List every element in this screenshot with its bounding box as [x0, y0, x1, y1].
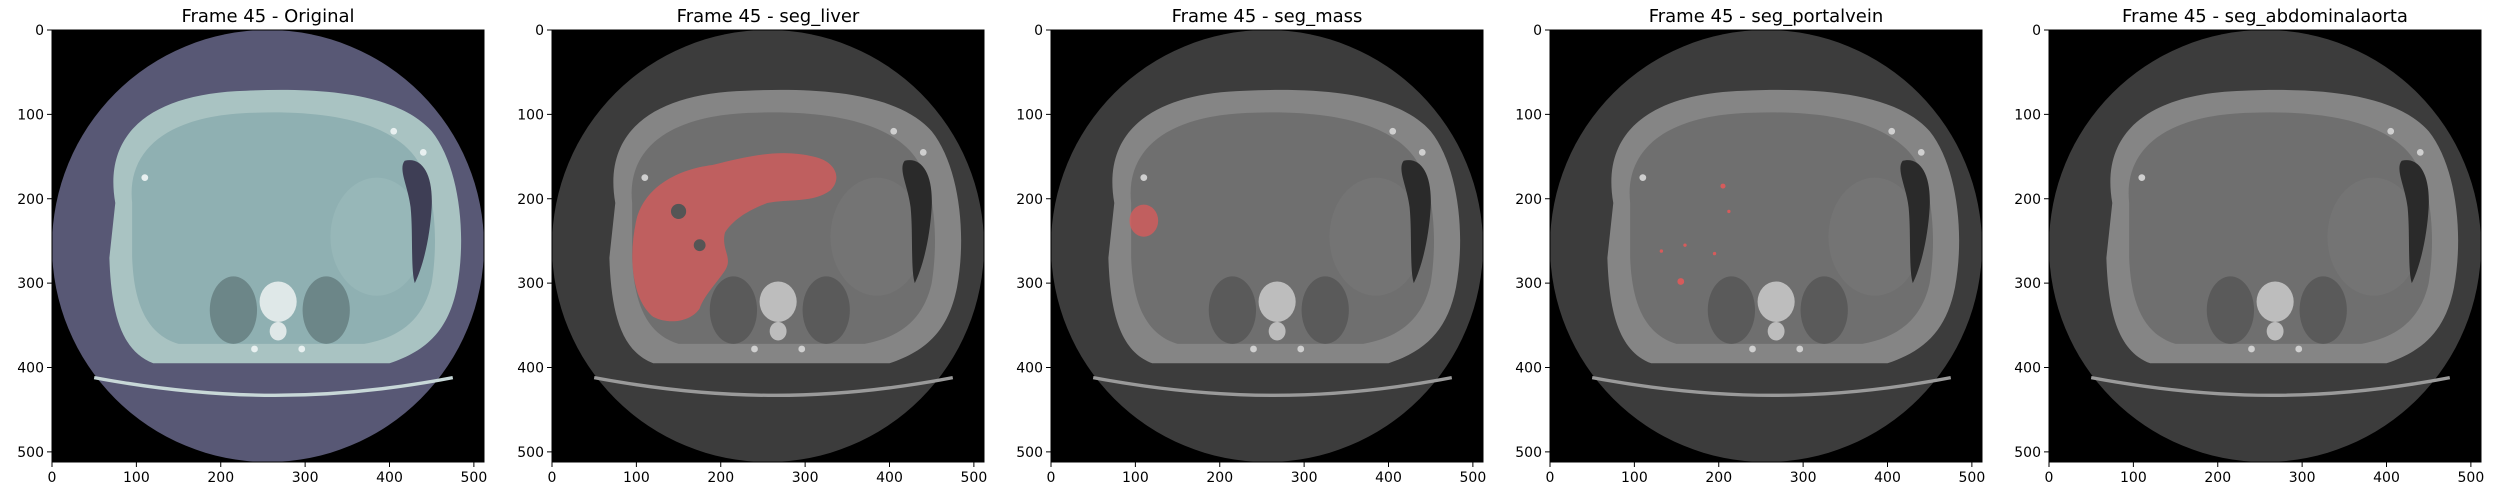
- x-tick-label: 400: [2373, 470, 2400, 486]
- x-tick-label: 200: [1705, 470, 1732, 486]
- panel-title: Frame 45 - seg_abdominalaorta: [2122, 6, 2408, 27]
- anatomy: [1092, 89, 1461, 398]
- x-tick-label: 100: [2120, 470, 2147, 486]
- x-tick-label: 500: [961, 470, 988, 486]
- x-tick-label: 300: [292, 470, 319, 486]
- portalvein-segmentation-mask: [1659, 183, 1731, 285]
- x-tick-label: 0: [48, 470, 57, 486]
- x-tick-label: 0: [548, 470, 557, 486]
- y-tick-label: 400: [1515, 361, 1542, 377]
- y-tick-label: 400: [1016, 361, 1043, 377]
- anatomy: [2090, 89, 2459, 398]
- x-tick-label: 200: [207, 470, 234, 486]
- x-tick-label: 500: [2458, 470, 2485, 486]
- y-tick-label: 100: [517, 107, 544, 123]
- axes-frame: [1050, 29, 1484, 463]
- y-tick-label: 0: [1533, 23, 1542, 39]
- x-tick-label: 300: [1291, 470, 1318, 486]
- y-tick-label: 0: [1034, 23, 1043, 39]
- y-tick-label: 300: [17, 276, 44, 292]
- axes-frame: [51, 29, 485, 463]
- ct-image: [52, 30, 485, 463]
- x-tick-label: 0: [1546, 470, 1555, 486]
- x-tick-label: 300: [1790, 470, 1817, 486]
- panel-title: Frame 45 - seg_mass: [1172, 6, 1363, 27]
- y-tick-label: 100: [2014, 107, 2041, 123]
- x-tick-label: 400: [1375, 470, 1402, 486]
- ct-image: [2049, 30, 2481, 463]
- y-tick-label: 100: [17, 107, 44, 123]
- y-tick-label: 0: [2032, 23, 2041, 39]
- y-tick-label: 100: [1016, 107, 1043, 123]
- anatomy: [93, 89, 462, 398]
- y-tick-label: 500: [1016, 445, 1043, 461]
- x-tick-label: 200: [1206, 470, 1233, 486]
- axes-frame: [2048, 29, 2482, 463]
- panel-4: Frame 45 - seg_portalvein 0 100 200 300 400 50…: [1515, 6, 1985, 486]
- x-tick-label: 200: [707, 470, 734, 486]
- liver-segmentation-mask: [632, 153, 837, 322]
- y-tick-label: 400: [2014, 361, 2041, 377]
- x-tick-label: 0: [2045, 470, 2054, 486]
- x-tick-label: 0: [1047, 470, 1056, 486]
- axes-frame: [1549, 29, 1983, 463]
- mass-segmentation-mask: [1129, 204, 1159, 237]
- liver-mask-hole: [670, 203, 687, 220]
- x-tick-label: 100: [1621, 470, 1648, 486]
- y-tick-label: 300: [1016, 276, 1043, 292]
- x-tick-label: 300: [792, 470, 819, 486]
- x-tick-label: 200: [2204, 470, 2231, 486]
- x-tick-label: 100: [623, 470, 650, 486]
- ct-image: [1550, 30, 1982, 463]
- x-tick-label: 500: [1959, 470, 1986, 486]
- x-tick-label: 300: [2289, 470, 2316, 486]
- x-tick-label: 500: [1460, 470, 1487, 486]
- anatomy: [1591, 89, 1960, 398]
- x-tick-label: 100: [123, 470, 150, 486]
- panel-5: Frame 45 - seg_abdominalaorta 0 100 200 300 4…: [2014, 6, 2484, 486]
- panel-title: Frame 45 - seg_liver: [677, 6, 860, 27]
- y-tick-label: 0: [35, 23, 44, 39]
- x-tick-label: 400: [876, 470, 903, 486]
- y-tick-label: 300: [2014, 276, 2041, 292]
- y-tick-label: 200: [1016, 192, 1043, 208]
- y-tick-label: 300: [517, 276, 544, 292]
- liver-mask-hole: [693, 239, 706, 252]
- x-tick-label: 100: [1122, 470, 1149, 486]
- y-tick-label: 300: [1515, 276, 1542, 292]
- panel-title: Frame 45 - seg_portalvein: [1649, 6, 1884, 27]
- y-tick-label: 200: [17, 192, 44, 208]
- y-tick-label: 200: [2014, 192, 2041, 208]
- panel-title: Frame 45 - Original: [181, 6, 354, 27]
- y-tick-label: 500: [517, 445, 544, 461]
- y-tick-label: 400: [517, 361, 544, 377]
- axes-frame: [551, 29, 985, 463]
- ct-image: [552, 30, 984, 463]
- y-tick-label: 200: [1515, 192, 1542, 208]
- ct-image: [1051, 30, 1483, 463]
- x-tick-label: 400: [1874, 470, 1901, 486]
- y-tick-label: 500: [1515, 445, 1542, 461]
- x-tick-label: 500: [461, 470, 488, 486]
- y-tick-label: 100: [1515, 107, 1542, 123]
- y-tick-label: 400: [17, 361, 44, 377]
- y-tick-label: 500: [2014, 445, 2041, 461]
- y-tick-label: 0: [535, 23, 544, 39]
- y-tick-label: 200: [517, 192, 544, 208]
- x-tick-label: 400: [376, 470, 403, 486]
- y-tick-label: 500: [17, 445, 44, 461]
